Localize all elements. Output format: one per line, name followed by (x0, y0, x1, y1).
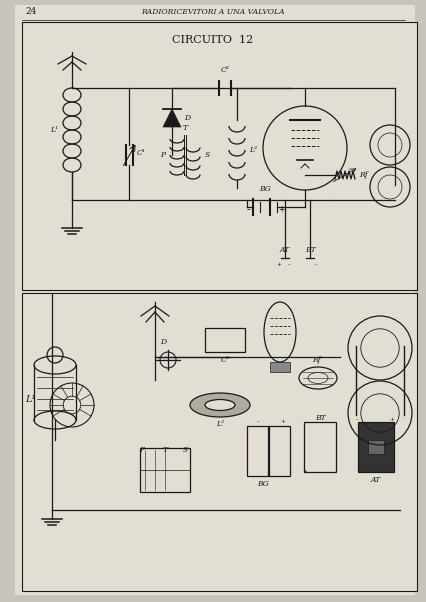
Bar (303, 422, 335, 472)
Text: BT: BT (304, 246, 315, 254)
Text: L¹: L¹ (50, 126, 58, 134)
Text: T: T (162, 446, 167, 454)
Text: L¹: L¹ (25, 396, 35, 405)
Text: L²: L² (248, 146, 256, 154)
Text: RADIORICEVITORI A UNA VALVOLA: RADIORICEVITORI A UNA VALVOLA (141, 8, 284, 16)
Ellipse shape (204, 400, 234, 411)
Text: Rf: Rf (358, 171, 367, 179)
Bar (246, 426, 268, 476)
Bar (367, 440, 383, 454)
Text: BG: BG (256, 480, 268, 488)
Text: C²: C² (220, 356, 229, 364)
Text: +: + (276, 262, 281, 267)
Text: +: + (389, 417, 393, 422)
Text: L²: L² (216, 420, 224, 428)
Bar (269, 362, 289, 372)
Text: T: T (182, 124, 187, 132)
Bar (22, 22, 416, 290)
Text: P: P (139, 446, 144, 454)
Text: S: S (204, 151, 209, 159)
Text: D: D (184, 114, 190, 122)
Text: –: – (256, 419, 259, 424)
Text: –: – (314, 262, 317, 267)
Bar (204, 328, 245, 352)
Bar (22, 293, 416, 591)
Text: C¹: C¹ (137, 149, 146, 157)
Text: S: S (182, 446, 187, 454)
Text: +: + (301, 469, 306, 474)
Text: CIRCUITO  12: CIRCUITO 12 (172, 35, 253, 45)
Bar (268, 426, 289, 476)
Text: BT: BT (314, 414, 325, 422)
Text: –: – (355, 417, 358, 422)
Bar (140, 448, 190, 492)
Ellipse shape (190, 393, 249, 417)
Bar (357, 422, 393, 472)
Text: C²: C² (220, 66, 229, 74)
Text: +: + (280, 419, 285, 424)
Text: P: P (160, 151, 165, 159)
Text: BG: BG (259, 185, 271, 193)
Text: AT: AT (370, 476, 380, 484)
Text: Rf: Rf (311, 356, 320, 364)
Text: –: – (247, 205, 250, 214)
Polygon shape (163, 109, 181, 127)
Text: AT: AT (279, 246, 289, 254)
Text: 24: 24 (25, 7, 36, 16)
Text: –: – (287, 262, 290, 267)
Text: +: + (277, 205, 284, 214)
Text: D: D (160, 338, 166, 346)
